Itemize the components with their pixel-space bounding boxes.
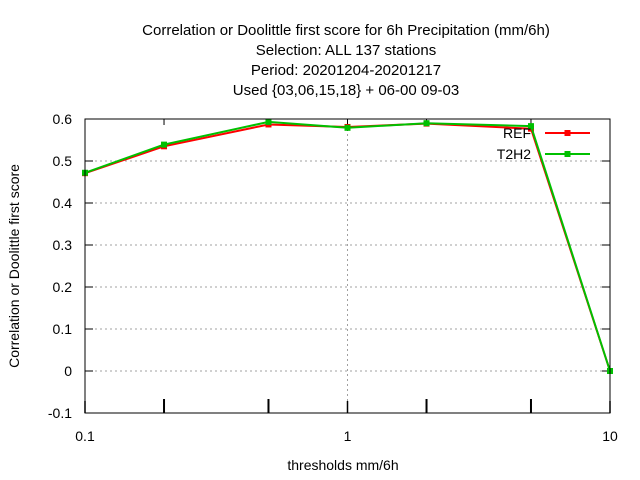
- data-point-t2h2: [344, 124, 351, 131]
- grid: [85, 119, 610, 413]
- data-point-t2h2: [161, 141, 168, 148]
- y-tick-label: 0.4: [53, 195, 73, 211]
- x-axis-label: thresholds mm/6h: [287, 457, 398, 473]
- plot-border: [84, 118, 611, 414]
- axis-ticks: -0.1 0 0.1 0.2 0.3 0.4 0.5 0.6 0.1 1 10: [48, 111, 618, 444]
- title-line-4: Used {03,06,15,18} + 06-00 09-03: [233, 82, 459, 99]
- legend-marker-t2h2: [564, 151, 571, 157]
- y-tick-label: -0.1: [48, 405, 72, 421]
- y-tick-label: 0.1: [53, 321, 73, 337]
- data-point-t2h2: [265, 118, 272, 125]
- data-point-t2h2: [423, 120, 430, 127]
- y-tick-label: 0.5: [53, 153, 73, 169]
- y-tick-label: 0.6: [53, 111, 73, 127]
- y-tick-label: 0.2: [53, 279, 73, 295]
- x-tick-label: 1: [344, 428, 352, 444]
- y-tick-label: 0: [64, 363, 72, 379]
- legend: REF T2H2: [497, 125, 590, 162]
- legend-marker-ref: [564, 130, 571, 136]
- x-tick-label: 0.1: [75, 428, 95, 444]
- title-line-1: Correlation or Doolittle first score for…: [142, 22, 550, 39]
- legend-label-t2h2: T2H2: [497, 146, 531, 162]
- title-line-3: Period: 20201204-20201217: [251, 62, 441, 79]
- legend-label-ref: REF: [503, 125, 531, 141]
- y-tick-label: 0.3: [53, 237, 73, 253]
- title-line-2: Selection: ALL 137 stations: [256, 42, 436, 59]
- chart-title: Correlation or Doolittle first score for…: [142, 22, 550, 99]
- y-axis-label: Correlation or Doolittle first score: [6, 164, 22, 368]
- x-tick-label: 10: [602, 428, 618, 444]
- data-point-t2h2: [527, 123, 534, 130]
